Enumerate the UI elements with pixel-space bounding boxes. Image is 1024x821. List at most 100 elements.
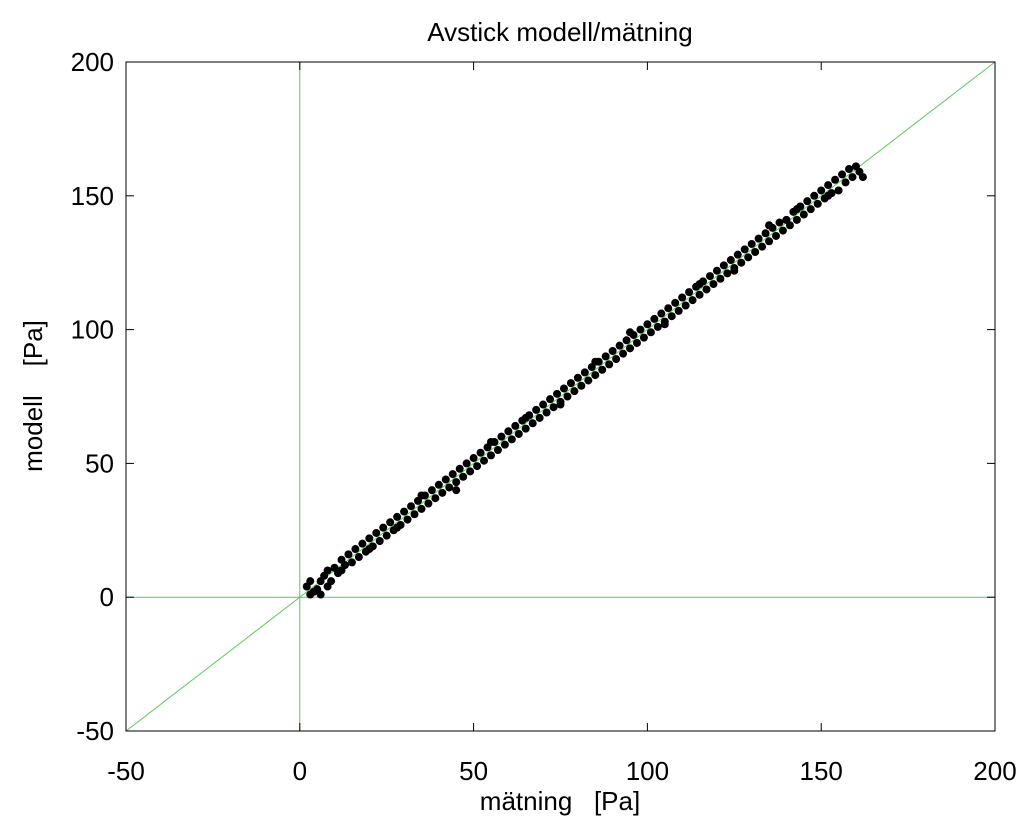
data-point: [702, 285, 711, 294]
data-point: [619, 349, 628, 358]
data-point: [709, 280, 718, 289]
plot-frame: [125, 61, 996, 732]
data-point: [410, 510, 419, 519]
data-point: [400, 507, 409, 516]
data-point: [480, 456, 489, 465]
data-point: [497, 432, 506, 441]
data-point: [577, 381, 586, 390]
data-point: [831, 175, 840, 184]
data-point: [858, 173, 867, 182]
data-point: [824, 181, 833, 190]
x-tick-label: 50: [459, 756, 488, 786]
data-point: [754, 234, 763, 243]
data-point: [431, 494, 440, 503]
y-tick-label: 50: [85, 448, 114, 478]
data-point: [765, 221, 774, 230]
data-point: [716, 274, 725, 283]
data-point: [556, 400, 565, 409]
reference-lines: [125, 61, 996, 732]
data-point: [493, 446, 502, 455]
data-point: [452, 478, 461, 487]
data-point: [559, 384, 568, 393]
data-point: [553, 389, 562, 398]
data-point: [705, 272, 714, 281]
data-point: [667, 312, 676, 321]
data-point: [372, 528, 381, 537]
data-point: [678, 293, 687, 302]
data-point: [626, 344, 635, 353]
data-point: [466, 467, 475, 476]
data-point: [695, 290, 704, 299]
y-tick-label: 0: [100, 582, 114, 612]
x-tick-label: 0: [293, 756, 307, 786]
data-point: [591, 357, 600, 366]
data-point: [379, 523, 388, 532]
data-point: [598, 365, 607, 374]
data-point: [765, 237, 774, 246]
data-point: [323, 566, 332, 575]
data-point: [535, 413, 544, 422]
data-point: [514, 429, 523, 438]
data-point: [424, 499, 433, 508]
y-axis-ticks: -50 0 50 100 150 200: [71, 47, 995, 746]
data-point: [726, 256, 735, 265]
data-point: [733, 250, 742, 259]
data-point: [469, 454, 478, 463]
y-tick-label: 100: [71, 315, 114, 345]
data-point: [417, 504, 426, 513]
x-tick-label: 200: [973, 756, 1016, 786]
data-point: [473, 462, 482, 471]
data-point: [417, 491, 426, 500]
data-point: [622, 336, 631, 345]
data-point: [612, 355, 621, 364]
data-point: [528, 419, 537, 428]
data-point: [542, 408, 551, 417]
y-tick-label: -50: [76, 716, 114, 746]
data-point: [452, 486, 461, 495]
data-point: [785, 221, 794, 230]
data-point: [566, 379, 575, 388]
data-point: [838, 170, 847, 179]
data-point: [671, 298, 680, 307]
data-point: [848, 173, 857, 182]
data-point: [681, 301, 690, 310]
data-point: [455, 464, 464, 473]
data-point: [761, 229, 770, 238]
data-point: [532, 405, 541, 414]
data-point: [549, 403, 558, 412]
data-point: [591, 371, 600, 380]
y-axis-label: modell [Pa]: [18, 320, 48, 472]
data-point: [712, 266, 721, 275]
data-point: [507, 435, 516, 444]
x-tick-label: -50: [107, 756, 145, 786]
data-point: [570, 387, 579, 396]
x-tick-label: 100: [626, 756, 669, 786]
data-point: [344, 550, 353, 559]
data-point: [539, 400, 548, 409]
data-point: [792, 215, 801, 224]
x-axis-ticks: -50 0 50 100 150 200: [107, 62, 1017, 786]
data-point: [306, 577, 315, 586]
data-point: [650, 314, 659, 323]
data-point: [584, 376, 593, 385]
data-point: [643, 320, 652, 329]
x-tick-label: 150: [800, 756, 843, 786]
data-point: [723, 269, 732, 278]
data-point: [608, 347, 617, 356]
data-point: [806, 205, 815, 214]
reference-line-identity: [125, 61, 996, 732]
data-point: [824, 191, 833, 200]
data-point: [803, 197, 812, 206]
data-point: [657, 309, 666, 318]
data-point: [778, 226, 787, 235]
data-point: [375, 537, 384, 546]
data-point: [316, 590, 325, 599]
data-point: [427, 486, 436, 495]
data-point: [521, 424, 530, 433]
data-point: [646, 328, 655, 337]
data-point: [744, 253, 753, 262]
data-point: [653, 322, 662, 331]
data-point: [393, 523, 402, 532]
data-point: [817, 186, 826, 195]
